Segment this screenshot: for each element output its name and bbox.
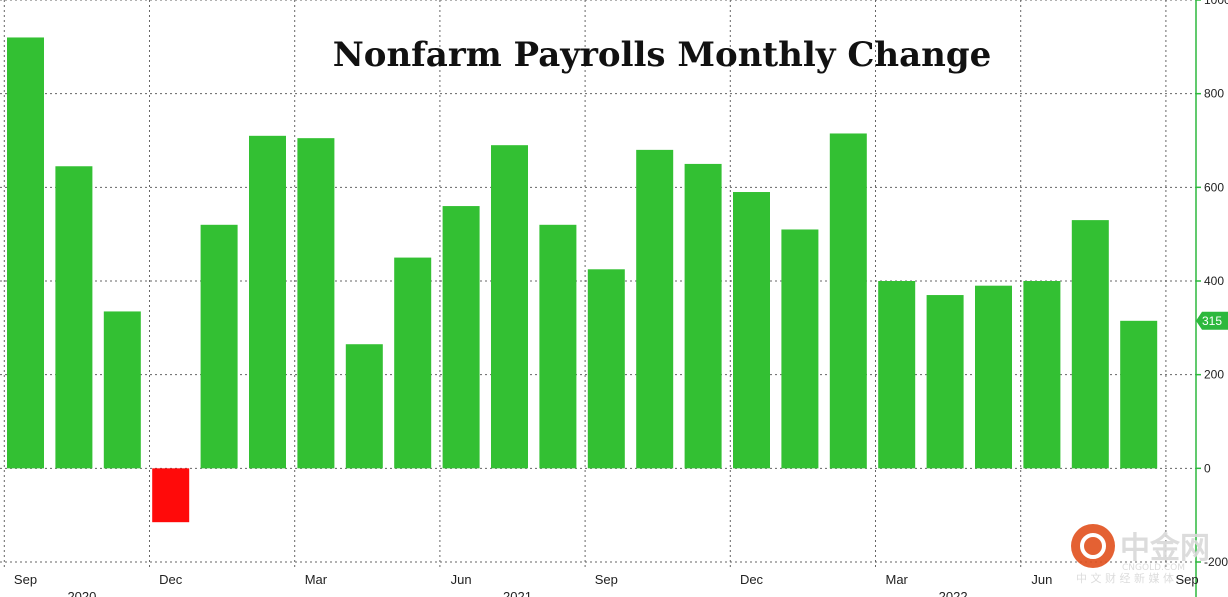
bar-2022-08 <box>1120 320 1158 469</box>
bar-2020-09 <box>7 37 44 469</box>
bar-2022-02 <box>829 133 867 469</box>
watermark-brand: 中金网 <box>1120 531 1210 566</box>
bars <box>7 37 1158 523</box>
watermark-tagline: 中 文 财 经 新 媒 体 <box>1076 571 1174 585</box>
x-year-label: 2020 <box>67 589 96 597</box>
last-value-marker <box>1196 311 1228 330</box>
y-axis: -200 0 200 400 600 800 1000 315 <box>1195 0 1228 597</box>
watermark-domain: CNGOLD.COM <box>1122 563 1185 573</box>
bar-2021-02 <box>249 135 286 469</box>
x-tick-label: Dec <box>740 572 764 587</box>
y-tick-label: -200 <box>1204 555 1228 569</box>
bar-2022-01 <box>781 229 819 469</box>
x-tick-label: Sep <box>595 572 618 587</box>
watermark-logo: 中金网 CNGOLD.COM 中 文 财 经 新 媒 体 <box>1071 524 1210 585</box>
bar-2021-07 <box>491 145 528 469</box>
bar-2021-05 <box>394 257 432 469</box>
bar-2021-06 <box>442 206 480 469</box>
chart-title: Nonfarm Payrolls Monthly Change <box>333 35 992 75</box>
bar-2021-03 <box>297 138 335 469</box>
y-tick-label: 400 <box>1204 274 1224 288</box>
bar-2022-03 <box>878 281 916 469</box>
bar-2021-10 <box>636 149 674 469</box>
x-tick-label: Jun <box>1031 572 1052 587</box>
bar-2020-11 <box>103 311 141 469</box>
x-tick-label: Sep <box>14 572 37 587</box>
y-tick-label: 600 <box>1204 180 1224 194</box>
bar-2021-08 <box>539 224 577 469</box>
bar-2022-06 <box>1023 281 1061 469</box>
x-axis: Sep Dec Mar Jun Sep Dec Mar Jun Sep 2020 2021 2022 <box>14 572 1199 597</box>
bar-2022-05 <box>975 285 1012 469</box>
last-value-label: 315 <box>1202 314 1222 328</box>
bar-2021-12 <box>733 192 770 469</box>
x-tick-label: Sep <box>1176 572 1199 587</box>
y-tick-label: 800 <box>1204 87 1224 101</box>
y-tick-label: 1000 <box>1204 0 1228 7</box>
bar-2020-12 <box>152 468 190 523</box>
x-tick-label: Mar <box>886 572 909 587</box>
logo-inner-icon <box>1080 533 1106 559</box>
x-tick-label: Jun <box>451 572 472 587</box>
x-year-label: 2022 <box>939 589 968 597</box>
logo-circle-icon <box>1071 524 1115 568</box>
bar-2022-07 <box>1071 220 1109 469</box>
x-year-label: 2021 <box>503 589 532 597</box>
bar-2021-04 <box>345 344 383 469</box>
x-tick-label: Mar <box>305 572 328 587</box>
bar-2021-11 <box>684 163 722 469</box>
x-tick-label: Dec <box>159 572 183 587</box>
bar-2021-09 <box>587 269 625 469</box>
bar-2022-04 <box>926 295 964 469</box>
y-tick-label: 0 <box>1204 461 1211 475</box>
y-tick-label: 200 <box>1204 368 1224 382</box>
bar-2021-01 <box>200 224 238 469</box>
bar-2020-10 <box>55 166 93 469</box>
